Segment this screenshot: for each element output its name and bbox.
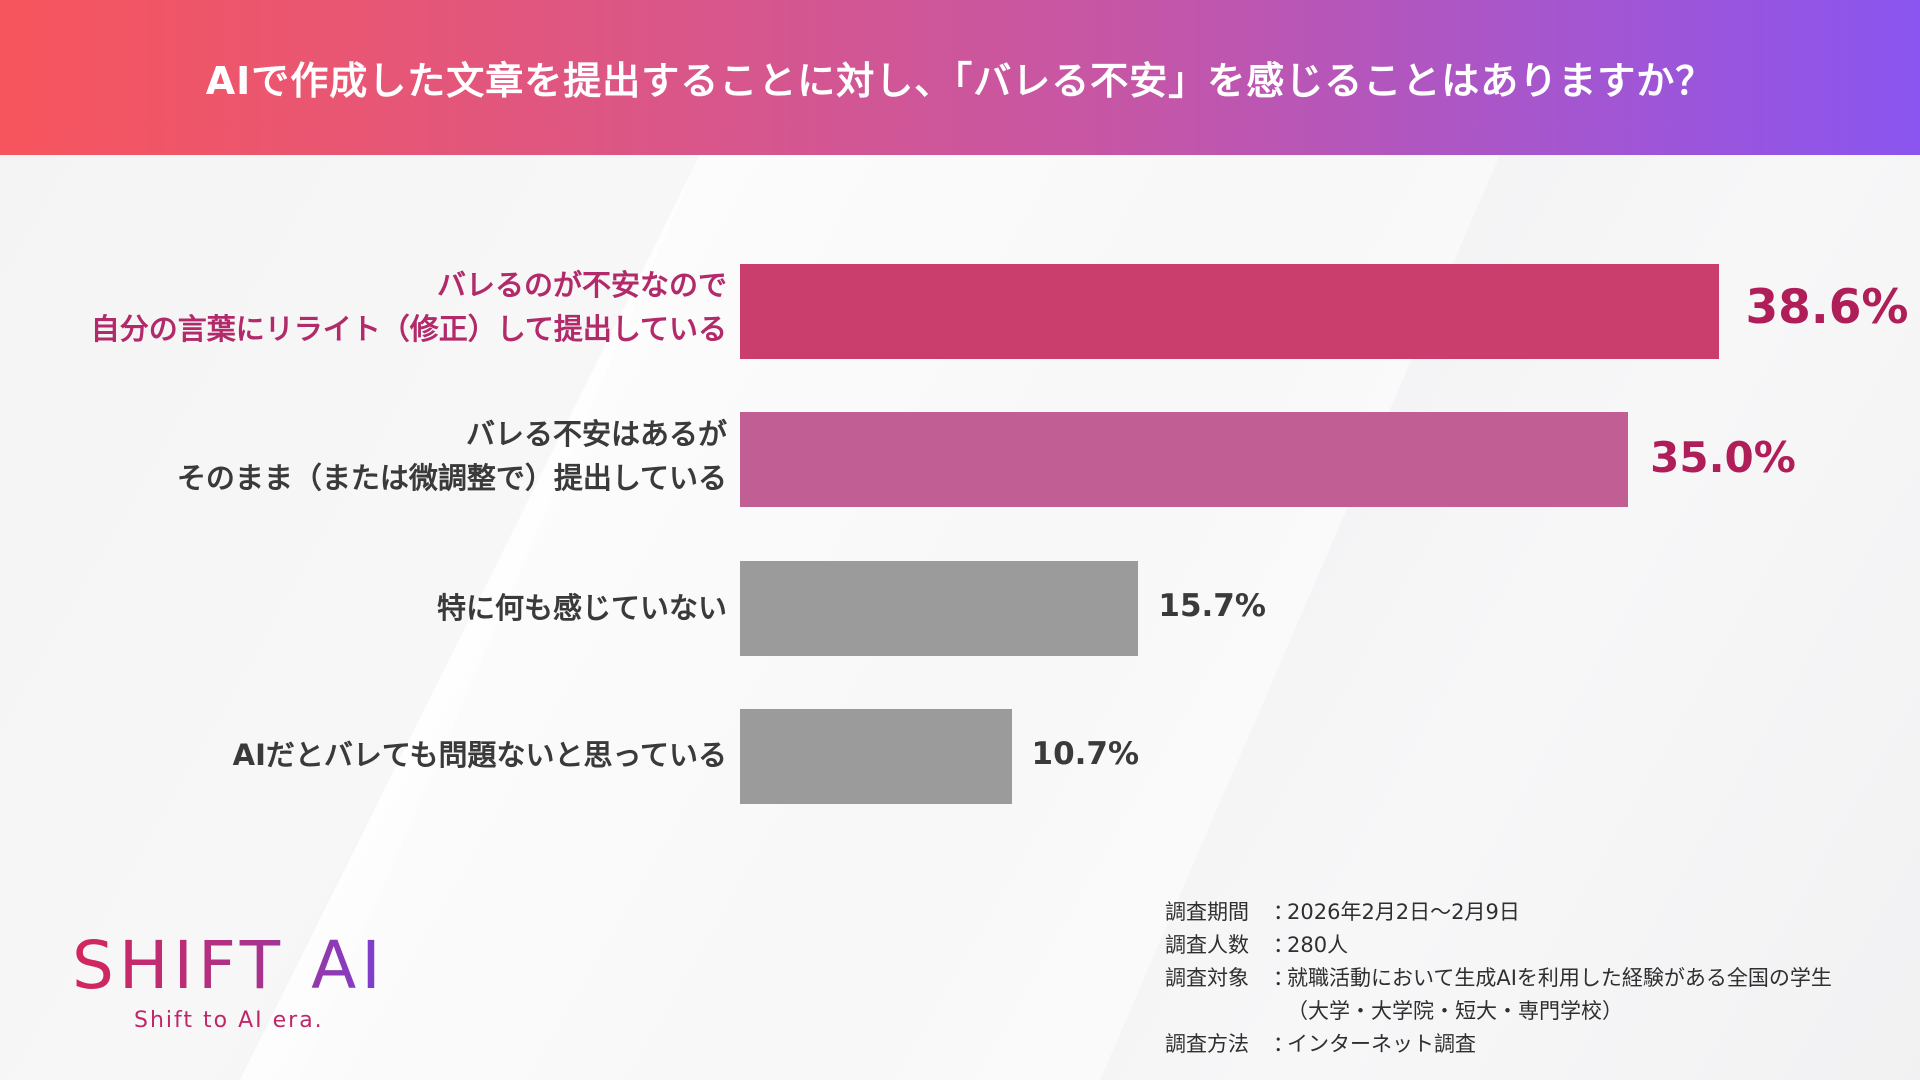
bar-3 bbox=[740, 561, 1139, 656]
category-label-4-line1: AIだとバレても問題ないと思っている bbox=[232, 738, 727, 772]
bar-4 bbox=[740, 709, 1012, 804]
note-target-value: 就職活動において生成AIを利用した経験がある全国の学生 bbox=[1287, 966, 1832, 990]
note-count-sep: ： bbox=[1273, 933, 1294, 957]
category-label-2-line2: そのまま（または微調整で）提出している bbox=[176, 461, 727, 495]
note-method: 調査方法 ： インターネット調査 bbox=[1165, 1028, 1832, 1061]
chart-title: AIで作成した文章を提出することに対し、「バレる不安」を感じることはありますか？ bbox=[205, 59, 1715, 103]
note-method-value: インターネット調査 bbox=[1287, 1032, 1476, 1056]
category-label-1: バレるのが不安なので 自分の言葉にリライト（修正）して提出している bbox=[91, 263, 727, 351]
category-label-3: 特に何も感じていない bbox=[437, 586, 727, 630]
note-method-key: 調査方法 bbox=[1165, 1032, 1249, 1056]
value-label-3: 15.7% bbox=[1158, 588, 1266, 624]
logo-wordmark: SHIFT AI bbox=[72, 927, 386, 1004]
note-target-detail: （大学・大学院・短大・専門学校） bbox=[1287, 999, 1623, 1023]
note-period-value: 2026年2月2日～2月9日 bbox=[1287, 900, 1520, 924]
note-count: 調査人数 ： 280人 bbox=[1165, 929, 1832, 962]
logo-tagline: Shift to AI era. bbox=[134, 1008, 324, 1033]
value-label-1: 38.6% bbox=[1745, 280, 1909, 335]
note-target: 調査対象 ： 就職活動において生成AIを利用した経験がある全国の学生 bbox=[1165, 962, 1832, 995]
category-label-2: バレる不安はあるが そのまま（または微調整で）提出している bbox=[177, 412, 727, 500]
category-label-2-line1: バレる不安はあるが bbox=[465, 417, 727, 451]
category-label-3-line1: 特に何も感じていない bbox=[436, 591, 727, 625]
survey-notes: 調査期間 ： 2026年2月2日～2月9日 調査人数 ： 280人 調査対象 ：… bbox=[1165, 896, 1832, 1061]
note-period-key: 調査期間 bbox=[1165, 900, 1249, 924]
value-label-4: 10.7% bbox=[1031, 736, 1140, 772]
shift-ai-logo: SHIFT AI Shift to AI era. bbox=[72, 927, 386, 1034]
note-count-key: 調査人数 bbox=[1165, 933, 1249, 957]
header-banner: AIで作成した文章を提出することに対し、「バレる不安」を感じることはありますか？ bbox=[0, 0, 1920, 155]
category-label-4: AIだとバレても問題ないと思っている bbox=[233, 733, 727, 777]
note-method-sep: ： bbox=[1273, 1032, 1294, 1056]
bar-2 bbox=[740, 412, 1629, 507]
note-period-sep: ： bbox=[1273, 900, 1294, 924]
note-target-key: 調査対象 bbox=[1165, 966, 1249, 990]
category-label-1-line1: バレるのが不安なので bbox=[436, 268, 727, 302]
category-label-1-line2: 自分の言葉にリライト（修正）して提出している bbox=[90, 312, 727, 346]
note-count-value: 280人 bbox=[1287, 933, 1349, 957]
bar-1 bbox=[740, 264, 1720, 359]
value-label-2: 35.0% bbox=[1650, 433, 1796, 482]
note-period: 調査期間 ： 2026年2月2日～2月9日 bbox=[1165, 896, 1832, 929]
note-target-sep: ： bbox=[1273, 966, 1294, 990]
